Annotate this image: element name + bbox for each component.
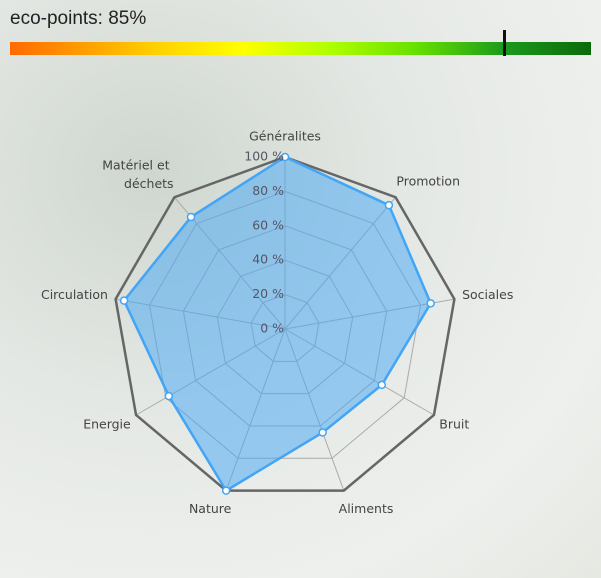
eco-points-label: eco-points: 85% bbox=[10, 8, 147, 29]
category-label: Nature bbox=[189, 501, 232, 516]
eco-points-bar bbox=[10, 30, 591, 56]
data-point bbox=[221, 486, 231, 495]
r-tick-label: 20 % bbox=[252, 286, 284, 301]
category-label: Matériel et déchets bbox=[102, 157, 173, 190]
data-point bbox=[119, 296, 129, 305]
category-label: Généralites bbox=[249, 129, 321, 144]
category-label: Promotion bbox=[396, 173, 460, 188]
r-tick-label: 80 % bbox=[252, 183, 284, 198]
eco-points-marker bbox=[502, 30, 506, 56]
data-point bbox=[377, 380, 387, 390]
data-point bbox=[280, 152, 290, 162]
data-point bbox=[186, 212, 196, 222]
category-label: Energie bbox=[83, 417, 131, 432]
data-point bbox=[164, 391, 174, 401]
grid-ring bbox=[114, 155, 456, 492]
r-tick-label: 100 % bbox=[244, 149, 284, 164]
radar-area bbox=[122, 155, 433, 493]
r-tick-label: 0 % bbox=[260, 321, 284, 336]
data-point bbox=[426, 299, 435, 308]
r-tick-label: 60 % bbox=[252, 217, 284, 232]
category-label: Sociales bbox=[462, 287, 513, 302]
category-label: Circulation bbox=[41, 287, 108, 302]
category-label: Bruit bbox=[439, 417, 469, 432]
data-point bbox=[318, 428, 327, 437]
data-point bbox=[384, 200, 394, 210]
r-tick-label: 40 % bbox=[252, 252, 284, 267]
category-label: Aliments bbox=[339, 501, 394, 516]
